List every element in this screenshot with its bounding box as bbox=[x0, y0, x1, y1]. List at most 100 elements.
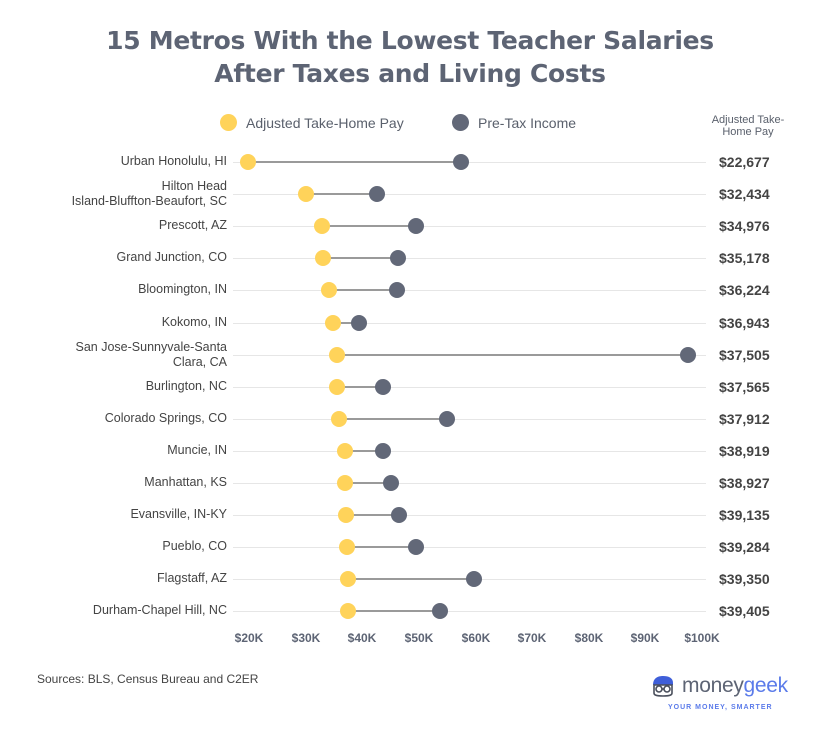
row-label: Muncie, IN bbox=[7, 443, 227, 458]
pretax-point[interactable] bbox=[383, 475, 400, 491]
brand-name: moneygeek bbox=[682, 674, 788, 698]
row-label-line-2: Clara, CA bbox=[172, 354, 227, 369]
pretax-point[interactable] bbox=[432, 603, 449, 620]
pretax-point[interactable] bbox=[439, 410, 456, 427]
x-tick: $100K bbox=[684, 631, 720, 645]
chart-title-line-2: After Taxes and Living Costs bbox=[214, 59, 606, 88]
pretax-point[interactable] bbox=[408, 539, 425, 556]
row-label-line-1: Urban Honolulu, HI bbox=[120, 154, 227, 168]
adjusted-point[interactable] bbox=[313, 218, 330, 235]
adjusted-value: $38,927 bbox=[719, 475, 770, 491]
adjusted-point[interactable] bbox=[339, 539, 356, 556]
dumbbell-connector bbox=[348, 610, 441, 613]
row-grid-line bbox=[233, 483, 706, 484]
row-grid-line bbox=[233, 450, 706, 452]
adjusted-point[interactable] bbox=[314, 250, 331, 267]
adjusted-point[interactable] bbox=[298, 186, 315, 203]
adjusted-value: $35,178 bbox=[719, 250, 770, 267]
gray-dot-icon bbox=[452, 114, 469, 131]
adjusted-point[interactable] bbox=[337, 475, 354, 491]
pretax-point[interactable] bbox=[390, 507, 407, 524]
row-label: Urban Honolulu, HI bbox=[7, 154, 227, 169]
adjusted-value: $34,976 bbox=[719, 218, 770, 235]
dumbbell-connector bbox=[347, 546, 417, 549]
adjusted-point[interactable] bbox=[321, 282, 338, 299]
row-grid-line bbox=[233, 162, 706, 163]
row-label-line-1: Evansville, IN-KY bbox=[130, 507, 227, 522]
adjusted-value: $36,224 bbox=[719, 282, 770, 299]
dumbbell-connector bbox=[346, 514, 399, 517]
dumbbell-connector bbox=[345, 482, 392, 484]
dumbbell-connector bbox=[345, 449, 383, 452]
x-tick: $80K bbox=[574, 631, 604, 645]
adjusted-point[interactable] bbox=[329, 378, 346, 395]
value-column-header-line-2: Home Pay bbox=[722, 126, 774, 138]
adjusted-value: $38,919 bbox=[719, 442, 770, 459]
pretax-point[interactable] bbox=[680, 346, 697, 363]
adjusted-value: $39,405 bbox=[719, 603, 770, 620]
dumbbell-connector bbox=[321, 225, 417, 228]
adjusted-point[interactable] bbox=[337, 442, 354, 459]
brand-name-geek: geek bbox=[743, 674, 789, 697]
pretax-point[interactable] bbox=[390, 250, 407, 267]
row-grid-line bbox=[233, 290, 706, 292]
pretax-point[interactable] bbox=[453, 154, 470, 170]
row-label-line-1: Prescott, AZ bbox=[158, 218, 227, 233]
row-grid-line bbox=[233, 611, 706, 613]
row-label: Prescott, AZ bbox=[7, 218, 227, 233]
row-label-line-1: Flagstaff, AZ bbox=[157, 571, 227, 586]
chart-title: 15 Metros With the Lowest Teacher Salari… bbox=[0, 24, 820, 90]
dumbbell-connector bbox=[322, 257, 399, 260]
adjusted-point[interactable] bbox=[240, 154, 256, 170]
x-tick: $60K bbox=[461, 631, 491, 645]
pretax-point[interactable] bbox=[350, 314, 367, 331]
row-label-line-2: Island-Bluffton-Beaufort, SC bbox=[71, 194, 227, 209]
adjusted-value: $37,505 bbox=[719, 346, 770, 363]
row-label: Bloomington, IN bbox=[7, 282, 227, 297]
row-label-line-1: Muncie, IN bbox=[167, 442, 227, 457]
adjusted-point[interactable] bbox=[331, 410, 348, 427]
pretax-point[interactable] bbox=[466, 571, 483, 588]
x-tick: $50K bbox=[404, 631, 434, 645]
x-tick: $90K bbox=[630, 631, 660, 645]
pretax-point[interactable] bbox=[389, 282, 406, 299]
row-grid-line bbox=[233, 547, 706, 549]
adjusted-value: $32,434 bbox=[719, 186, 770, 203]
pretax-point[interactable] bbox=[408, 218, 425, 235]
geek-face-icon bbox=[653, 676, 673, 697]
adjusted-point[interactable] bbox=[328, 346, 345, 363]
row-label-line-1: Bloomington, IN bbox=[138, 282, 227, 297]
adjusted-point[interactable] bbox=[340, 603, 357, 620]
pretax-point[interactable] bbox=[374, 442, 391, 459]
source-note: Sources: BLS, Census Bureau and C2ER bbox=[37, 672, 259, 686]
x-tick: $70K bbox=[517, 631, 547, 645]
legend-adjusted: Adjusted Take-Home Pay bbox=[220, 114, 404, 131]
dumbbell-connector bbox=[347, 578, 475, 581]
row-grid-line bbox=[233, 418, 706, 420]
row-grid-line bbox=[233, 226, 706, 228]
row-grid-line bbox=[233, 386, 706, 388]
x-tick: $30K bbox=[291, 631, 321, 645]
adjusted-point[interactable] bbox=[339, 571, 356, 588]
pretax-point[interactable] bbox=[368, 186, 385, 203]
row-label: Hilton Head Island-Bluffton-Beaufort, SC bbox=[7, 179, 227, 209]
adjusted-point[interactable] bbox=[338, 507, 355, 524]
row-grid-line bbox=[233, 515, 706, 517]
chart-title-line-1: 15 Metros With the Lowest Teacher Salari… bbox=[106, 26, 714, 55]
row-grid-line bbox=[233, 258, 706, 260]
adjusted-value: $37,912 bbox=[719, 410, 770, 427]
legend-pretax: Pre-Tax Income bbox=[452, 114, 576, 131]
legend-adjusted-label: Adjusted Take-Home Pay bbox=[246, 114, 404, 131]
adjusted-value: $36,943 bbox=[719, 314, 770, 331]
adjusted-point[interactable] bbox=[325, 314, 342, 331]
row-label-line-1: San Jose-Sunnyvale-Santa bbox=[75, 339, 227, 354]
row-label: Durham-Chapel Hill, NC bbox=[7, 603, 227, 618]
pretax-point[interactable] bbox=[374, 378, 391, 395]
row-label: Evansville, IN-KY bbox=[7, 507, 227, 522]
value-column-header-line-1: Adjusted Take- bbox=[711, 114, 785, 126]
row-label: Kokomo, IN bbox=[7, 315, 227, 330]
row-label: Burlington, NC bbox=[7, 379, 227, 394]
row-label-line-1: Grand Junction, CO bbox=[116, 250, 227, 265]
dumbbell-connector bbox=[337, 385, 383, 388]
dumbbell-connector bbox=[339, 417, 448, 420]
